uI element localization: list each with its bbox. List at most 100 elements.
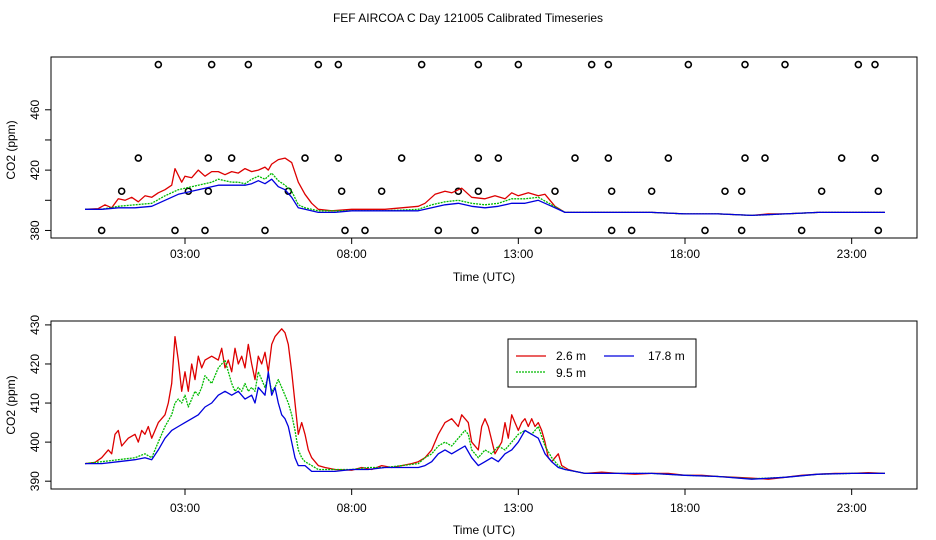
sample-marker <box>664 154 673 162</box>
bottom-series <box>84 328 886 480</box>
sample-marker <box>587 60 596 69</box>
sample-marker <box>361 226 369 235</box>
sample-marker <box>154 60 163 69</box>
sample-marker <box>227 154 236 162</box>
sample-marker <box>607 187 616 196</box>
sample-marker <box>874 187 883 196</box>
sample-marker <box>334 154 343 162</box>
series-line-9-5-m <box>84 359 885 480</box>
sample-marker <box>474 154 483 162</box>
series-line-2-6-m <box>84 157 885 217</box>
y-tick-label: 390 <box>28 471 42 491</box>
sample-marker <box>761 154 769 162</box>
sample-marker <box>97 226 106 235</box>
x-tick-label: 03:00 <box>170 501 200 515</box>
sample-marker <box>471 226 479 235</box>
sample-marker <box>781 60 789 69</box>
bottom-y-axis: 390 400 410 420 430 <box>28 315 51 491</box>
x-tick-label: 08:00 <box>337 501 367 515</box>
x-tick-label: 08:00 <box>337 247 367 261</box>
series-line-2-6-m <box>84 328 886 480</box>
top-x-axis: 03:00 08:00 13:00 18:00 23:00 <box>170 238 867 261</box>
sample-marker <box>607 226 616 235</box>
y-tick-label: 460 <box>28 99 42 119</box>
sample-marker <box>627 226 636 235</box>
y-tick-label: 420 <box>28 354 42 374</box>
sample-marker <box>737 226 746 235</box>
sample-marker <box>701 226 709 235</box>
y-tick-label: 410 <box>28 393 42 413</box>
bottom-plot-frame <box>50 320 918 490</box>
sample-marker <box>514 60 523 69</box>
sample-marker <box>314 60 323 69</box>
x-tick-label: 13:00 <box>503 501 533 515</box>
sample-marker <box>261 226 269 235</box>
sample-marker <box>207 60 216 69</box>
figure-title: FEF AIRCOA C Day 121005 Calibrated Times… <box>333 11 603 25</box>
legend-label-2-6m: 2.6 m <box>556 349 586 363</box>
sample-marker <box>797 226 806 235</box>
sample-marker <box>201 226 209 235</box>
x-tick-label: 18:00 <box>670 501 700 515</box>
series-line-9-5-m <box>85 172 885 217</box>
top-y-axis-label: CO2 (ppm) <box>4 120 18 179</box>
x-tick-label: 18:00 <box>670 247 700 261</box>
sample-marker <box>737 187 746 196</box>
sample-marker <box>397 154 406 162</box>
sample-marker <box>377 187 386 196</box>
sample-marker <box>494 154 503 162</box>
top-plot-frame <box>50 56 918 239</box>
x-tick-label: 03:00 <box>170 247 200 261</box>
bottom-panel: 03:00 08:00 13:00 18:00 23:00 390 400 410 420 43… <box>4 315 918 537</box>
sample-marker <box>434 226 443 235</box>
top-panel: 03:00 08:00 13:00 18:00 23:00 380 420 460 Time… <box>4 56 918 284</box>
sample-marker <box>871 154 879 162</box>
sample-marker <box>341 226 349 235</box>
sample-marker <box>854 60 863 69</box>
sample-marker <box>301 154 309 162</box>
sample-marker <box>474 60 483 69</box>
sample-marker <box>244 60 253 69</box>
x-tick-label: 23:00 <box>837 247 867 261</box>
sample-marker <box>204 154 213 162</box>
sample-marker <box>741 60 749 69</box>
legend-label-17-8m: 17.8 m <box>648 349 685 363</box>
bottom-y-axis-label: CO2 (ppm) <box>4 375 18 434</box>
bottom-x-axis-label: Time (UTC) <box>453 523 515 537</box>
sample-marker <box>684 60 693 69</box>
sample-marker <box>571 154 579 162</box>
legend-label-9-5m: 9.5 m <box>556 366 586 380</box>
sample-marker <box>334 60 343 69</box>
sample-marker <box>604 154 613 162</box>
x-tick-label: 13:00 <box>503 247 533 261</box>
bottom-x-axis: 03:00 08:00 13:00 18:00 23:00 <box>170 489 867 515</box>
sample-marker <box>817 187 826 196</box>
sample-marker <box>721 187 729 196</box>
y-tick-label: 400 <box>28 432 42 452</box>
sample-marker <box>171 226 179 235</box>
sample-marker <box>604 60 613 69</box>
y-tick-label: 430 <box>28 315 42 335</box>
y-tick-label: 380 <box>28 220 42 240</box>
top-markers <box>97 60 883 235</box>
sample-marker <box>117 187 126 196</box>
sample-marker <box>837 154 846 162</box>
legend: 2.6 m 9.5 m 17.8 m <box>507 338 697 388</box>
series-line-17-8-m <box>85 178 885 217</box>
top-y-axis: 380 420 460 <box>28 99 51 240</box>
top-series <box>84 157 885 217</box>
legend-box <box>507 338 697 388</box>
sample-marker <box>204 187 213 196</box>
sample-marker <box>474 187 483 196</box>
sample-marker <box>551 187 559 196</box>
top-x-axis-label: Time (UTC) <box>453 270 515 284</box>
sample-marker <box>741 154 749 162</box>
x-tick-label: 23:00 <box>837 501 867 515</box>
sample-marker <box>874 226 883 235</box>
sample-marker <box>534 226 543 235</box>
sample-marker <box>417 60 426 69</box>
sample-marker <box>871 60 879 69</box>
y-tick-label: 420 <box>28 160 42 180</box>
sample-marker <box>134 154 143 162</box>
